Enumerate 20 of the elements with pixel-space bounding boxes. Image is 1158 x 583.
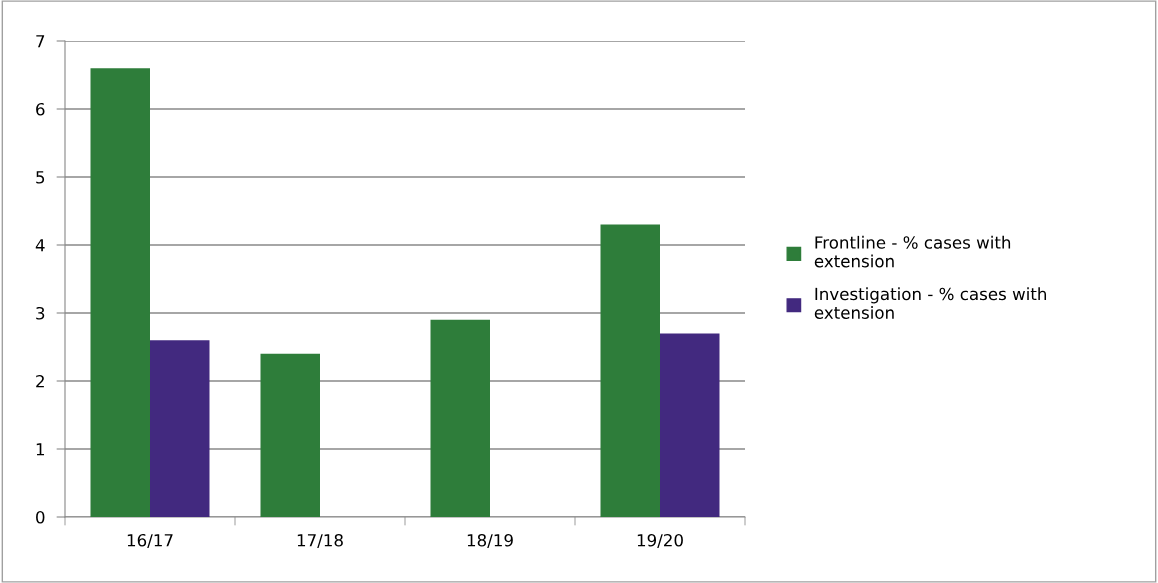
y-tick-label: 0 <box>36 510 45 524</box>
y-tick-label: 7 <box>36 35 45 48</box>
bar <box>150 340 210 517</box>
legend-label: Investigation - % cases with extension <box>814 287 1047 319</box>
y-tick-label: 5 <box>36 171 45 184</box>
y-tick-label: 1 <box>36 443 45 456</box>
y-tick-label: 3 <box>36 306 45 320</box>
bar <box>430 319 490 517</box>
bar <box>260 353 320 517</box>
bar <box>660 333 720 517</box>
bar <box>90 68 150 517</box>
x-tick-label: 16/17 <box>127 533 173 548</box>
x-tick-label: 19/20 <box>637 533 683 548</box>
y-tick-label: 2 <box>36 374 44 388</box>
x-tick-label: 18/19 <box>467 533 513 548</box>
x-tick-label: 17/18 <box>297 533 343 548</box>
legend-label: Frontline - % cases with extension <box>814 235 1011 268</box>
y-tick-label: 4 <box>35 239 45 252</box>
y-tick-label: 6 <box>36 102 45 116</box>
bar <box>600 224 660 517</box>
